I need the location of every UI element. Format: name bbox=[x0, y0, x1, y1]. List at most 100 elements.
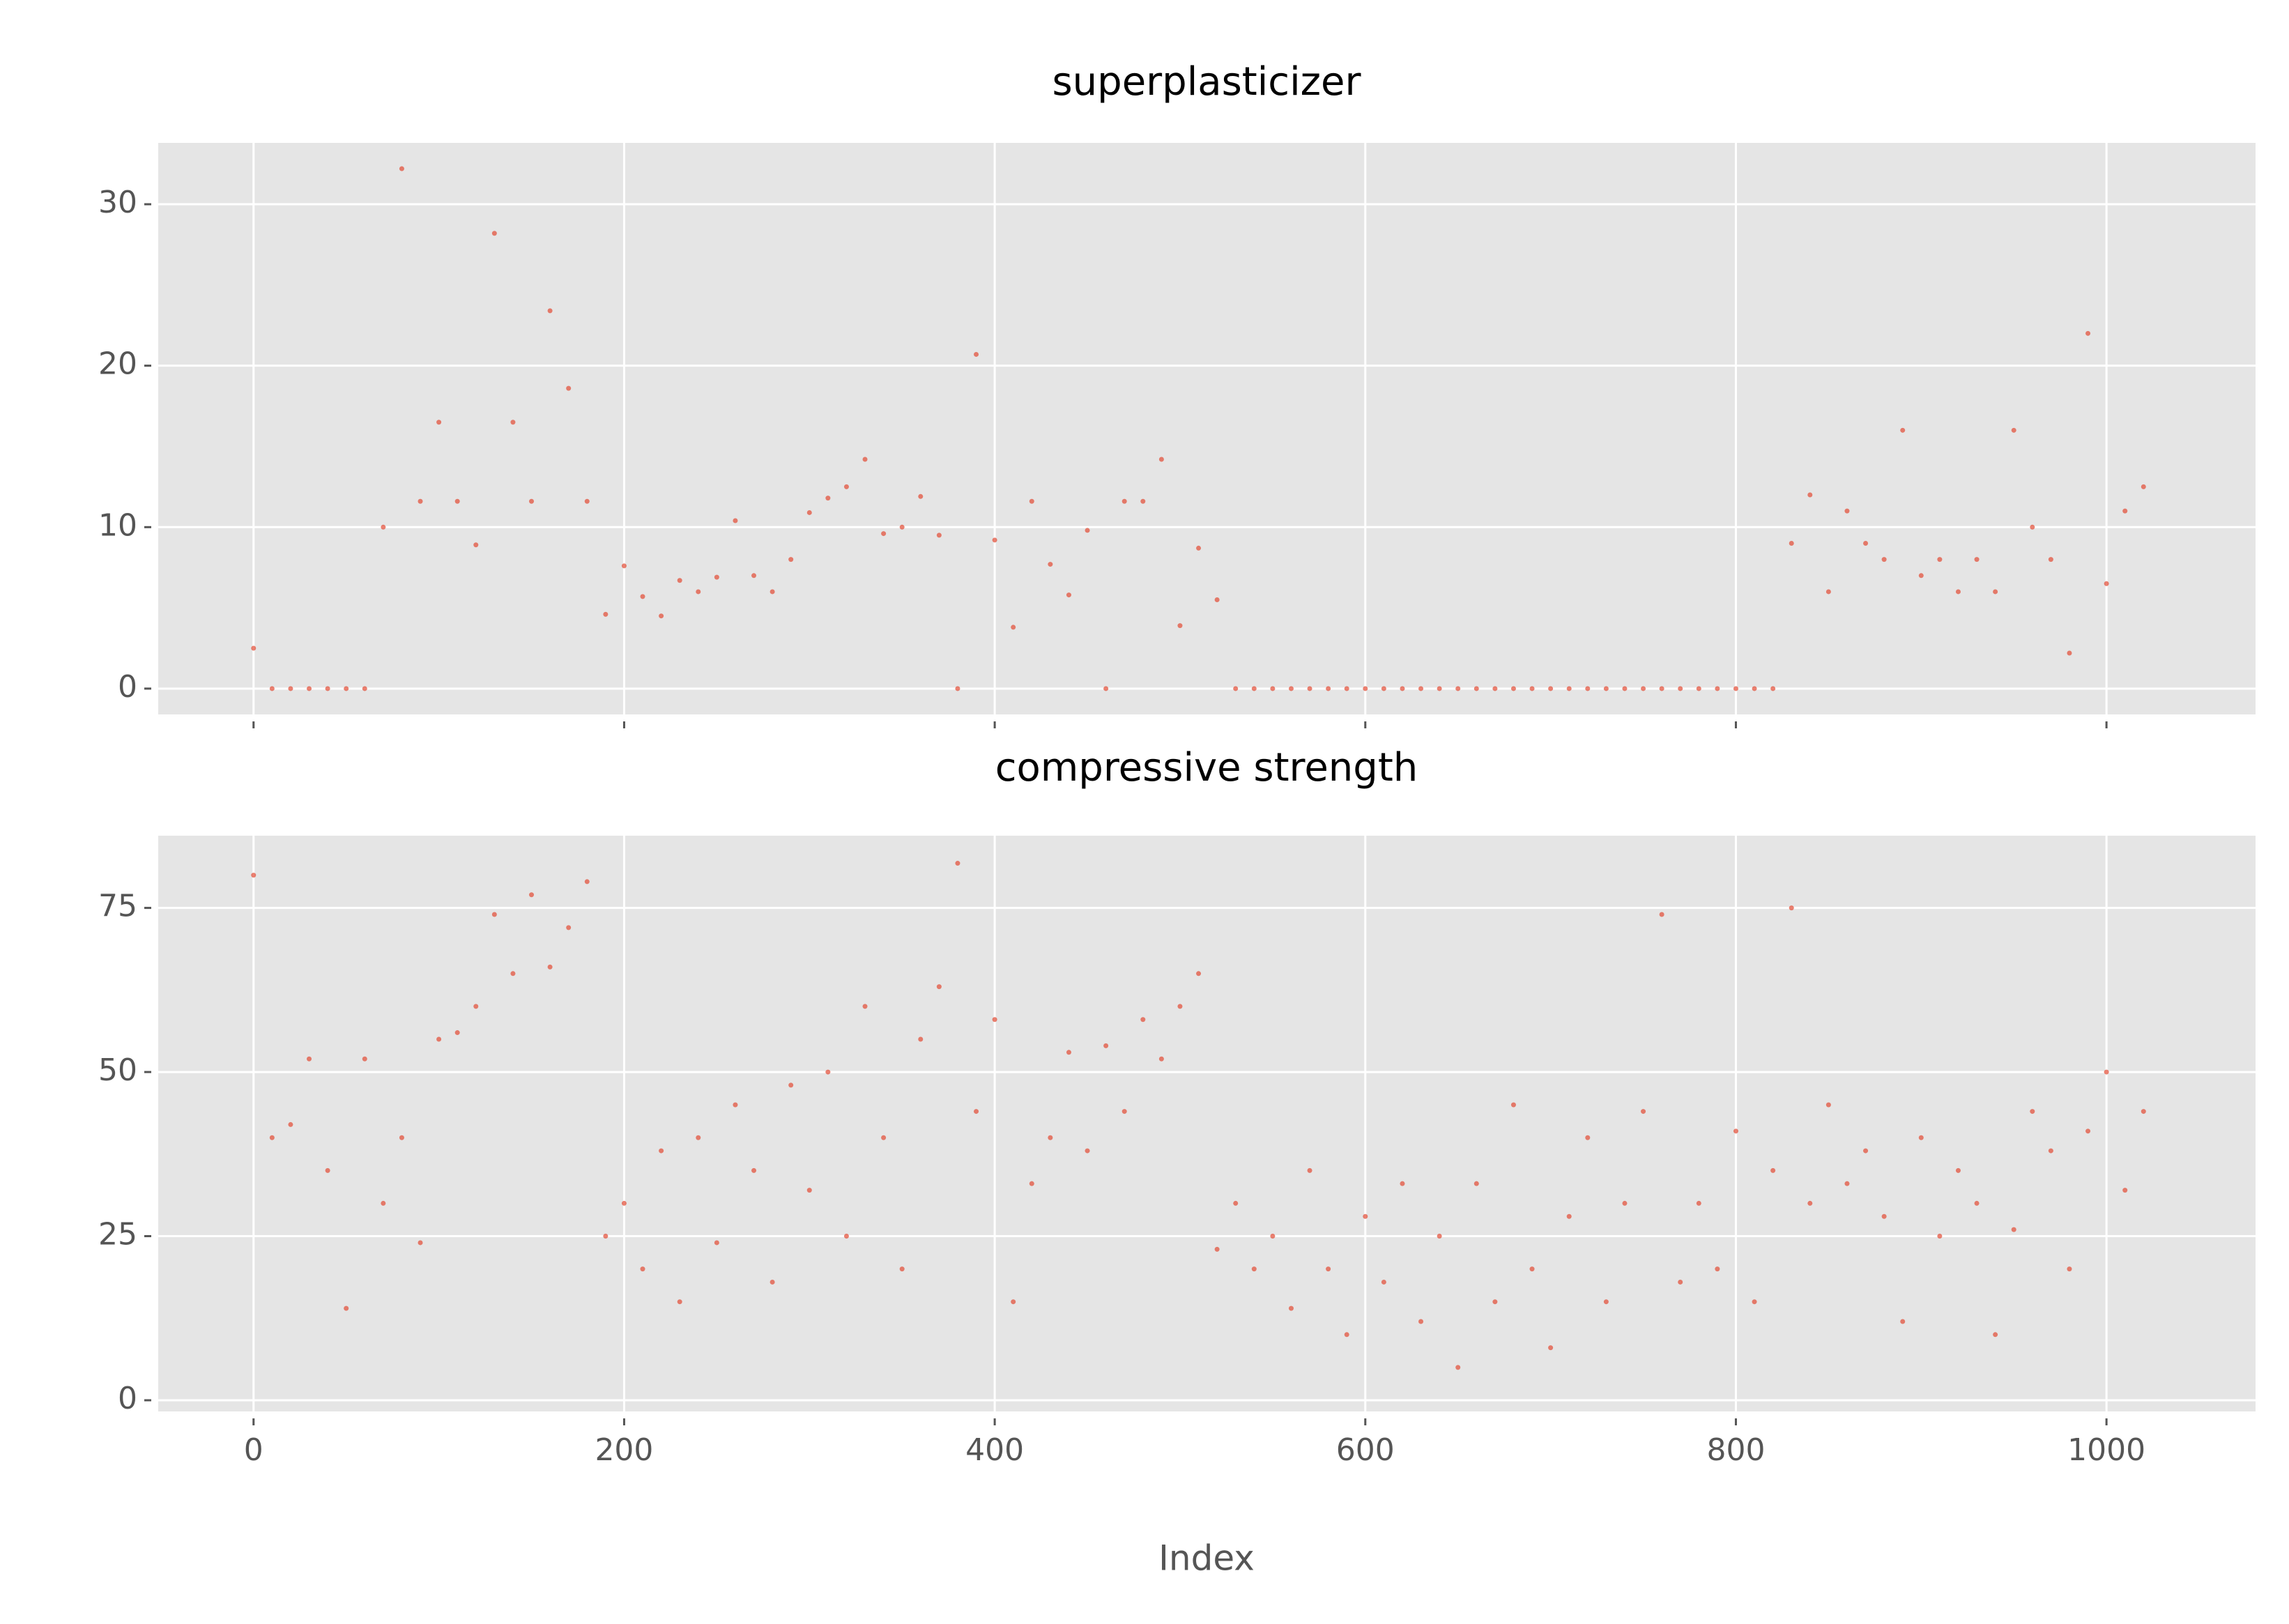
data-point bbox=[307, 1056, 312, 1062]
data-point bbox=[1715, 686, 1720, 691]
data-point bbox=[733, 1102, 738, 1108]
data-point bbox=[1863, 540, 1869, 546]
data-point bbox=[1993, 589, 1998, 595]
data-point bbox=[1381, 686, 1386, 691]
data-point bbox=[1177, 1004, 1183, 1009]
data-point bbox=[974, 1109, 979, 1114]
data-point bbox=[2011, 427, 2016, 433]
data-point bbox=[1807, 1200, 1813, 1206]
data-point bbox=[1214, 1246, 1220, 1252]
data-point bbox=[1974, 557, 1980, 562]
data-point bbox=[1158, 1056, 1164, 1062]
data-point bbox=[1603, 686, 1609, 691]
data-point bbox=[1326, 1266, 1331, 1272]
data-point bbox=[1344, 686, 1349, 691]
chart-title: compressive strength bbox=[995, 745, 1418, 790]
x-tick-label: 0 bbox=[244, 1432, 263, 1468]
data-point bbox=[307, 686, 312, 691]
data-point bbox=[974, 351, 979, 357]
data-point bbox=[1715, 1266, 1720, 1272]
data-point bbox=[1955, 589, 1961, 595]
chart-title: superplasticizer bbox=[1052, 59, 1361, 105]
data-point bbox=[825, 1069, 831, 1075]
y-tick-label: 10 bbox=[98, 507, 137, 543]
y-tick-label: 25 bbox=[98, 1217, 137, 1253]
plot-area bbox=[158, 143, 2256, 714]
data-point bbox=[399, 1135, 404, 1140]
y-tick-label: 30 bbox=[98, 185, 137, 220]
data-point bbox=[751, 1167, 757, 1173]
data-point bbox=[1807, 492, 1813, 498]
data-point bbox=[1696, 1200, 1701, 1206]
data-point bbox=[473, 542, 479, 548]
data-point bbox=[2122, 1188, 2128, 1193]
x-tick-label: 400 bbox=[965, 1432, 1024, 1468]
data-point bbox=[566, 385, 572, 391]
data-point bbox=[843, 1234, 849, 1239]
data-point bbox=[1937, 557, 1943, 562]
data-point bbox=[2048, 1148, 2053, 1154]
data-point bbox=[1288, 1305, 1294, 1311]
data-point bbox=[344, 1305, 349, 1311]
data-point bbox=[621, 1200, 627, 1206]
data-point bbox=[2011, 1227, 2016, 1232]
data-point bbox=[547, 308, 553, 314]
data-point bbox=[1437, 686, 1442, 691]
data-point bbox=[2141, 1109, 2146, 1114]
data-point bbox=[881, 1135, 887, 1140]
data-point bbox=[806, 510, 812, 515]
data-point bbox=[251, 873, 257, 878]
data-point bbox=[362, 686, 367, 691]
data-point bbox=[1381, 1279, 1386, 1285]
data-point bbox=[1214, 597, 1220, 603]
data-point bbox=[1789, 540, 1794, 546]
data-point bbox=[1974, 1200, 1980, 1206]
data-point bbox=[325, 1167, 330, 1173]
data-point bbox=[770, 1279, 775, 1285]
data-point bbox=[288, 1121, 293, 1127]
data-point bbox=[1548, 686, 1554, 691]
data-point bbox=[696, 589, 701, 595]
data-point bbox=[640, 1266, 645, 1272]
data-point bbox=[1121, 498, 1127, 504]
data-point bbox=[1029, 1181, 1034, 1186]
data-point bbox=[1529, 1266, 1535, 1272]
data-point bbox=[1011, 1299, 1016, 1305]
data-point bbox=[510, 971, 516, 976]
data-point bbox=[2067, 650, 2072, 656]
data-point bbox=[1473, 1181, 1479, 1186]
data-point bbox=[1622, 686, 1628, 691]
data-point bbox=[2085, 330, 2091, 336]
data-point bbox=[584, 879, 590, 884]
data-point bbox=[454, 498, 460, 504]
data-point bbox=[936, 533, 942, 538]
y-tick-label: 50 bbox=[98, 1052, 137, 1088]
data-point bbox=[1696, 686, 1701, 691]
data-point bbox=[1196, 545, 1202, 551]
data-point bbox=[1121, 1109, 1127, 1114]
data-point bbox=[1085, 528, 1090, 533]
data-point bbox=[1622, 1200, 1628, 1206]
data-point bbox=[2085, 1128, 2091, 1134]
y-tick-label: 75 bbox=[98, 889, 137, 924]
data-point bbox=[677, 1299, 682, 1305]
data-point bbox=[862, 1004, 868, 1009]
data-point bbox=[992, 537, 997, 543]
data-point bbox=[1270, 686, 1276, 691]
data-point bbox=[918, 493, 924, 499]
data-point bbox=[2030, 524, 2035, 530]
data-point bbox=[1288, 686, 1294, 691]
data-point bbox=[2104, 581, 2109, 586]
data-point bbox=[1881, 557, 1887, 562]
data-point bbox=[992, 1017, 997, 1022]
data-point bbox=[2030, 1109, 2035, 1114]
data-point bbox=[473, 1004, 479, 1009]
data-point bbox=[881, 531, 887, 537]
data-point bbox=[1011, 625, 1016, 630]
data-point bbox=[269, 1135, 275, 1140]
data-point bbox=[1900, 427, 1906, 433]
data-point bbox=[936, 984, 942, 990]
data-point bbox=[1752, 686, 1757, 691]
data-point bbox=[1307, 686, 1312, 691]
data-point bbox=[1993, 1332, 1998, 1338]
